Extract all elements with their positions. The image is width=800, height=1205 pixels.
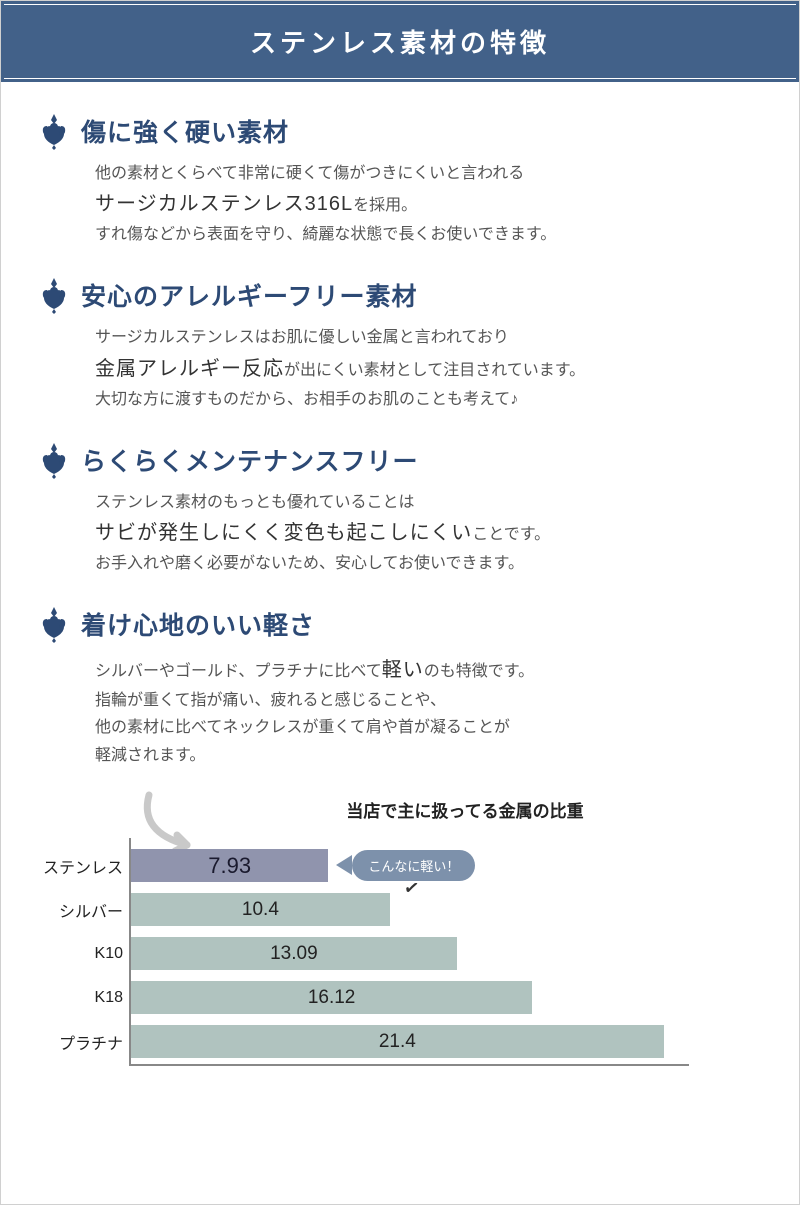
section-body: サージカルステンレスはお肌に優しい金属と言われており金属アレルギー反応が出にくい… xyxy=(39,324,761,412)
bar-rect: 21.4 xyxy=(131,1025,664,1058)
bar-rect: 13.09 xyxy=(131,937,457,970)
section-heading: 安心のアレルギーフリー素材 xyxy=(81,277,418,313)
text-line: すれ傷などから表面を守り、綺麗な状態で長くお使いできます。 xyxy=(95,221,761,248)
callout-arrow-icon xyxy=(336,855,352,875)
emphasis-text: 軽い xyxy=(382,659,424,681)
text-line: 金属アレルギー反応が出にくい素材として注目されています。 xyxy=(95,352,761,386)
text-span: が出にくい素材として注目されています。 xyxy=(284,362,585,379)
emphasis-text: サビが発生しにくく変色も起こしにくい xyxy=(95,522,472,544)
text-span: ことです。 xyxy=(472,526,550,543)
section-body: 他の素材とくらべて非常に硬くて傷がつきにくいと言われるサージカルステンレス316… xyxy=(39,160,761,248)
text-line: サージカルステンレスはお肌に優しい金属と言われており xyxy=(95,324,761,351)
text-span: シルバーやゴールド、プラチナに比べて xyxy=(95,663,382,680)
text-line: 軽減されます。 xyxy=(95,742,761,769)
text-line: サージカルステンレス316Lを採用。 xyxy=(95,187,761,221)
text-span: お手入れや磨く必要がないため、安心してお使いできます。 xyxy=(95,555,524,572)
feature-section: 傷に強く硬い素材他の素材とくらべて非常に硬くて傷がつきにくいと言われるサージカル… xyxy=(39,112,761,248)
text-line: 大切な方に渡すものだから、お相手のお肌のことも考えて♪ xyxy=(95,386,761,413)
bar-row: プラチナ21.4 xyxy=(131,1020,689,1064)
section-heading: 着け心地のいい軽さ xyxy=(81,606,315,642)
text-span: 他の素材に比べてネックレスが重くて肩や首が凝ることが xyxy=(95,719,510,736)
text-span: すれ傷などから表面を守り、綺麗な状態で長くお使いできます。 xyxy=(95,226,556,243)
section-heading: らくらくメンテナンスフリー xyxy=(81,442,419,478)
chart-title: 当店で主に扱ってる金属の比重 xyxy=(129,797,761,822)
feature-section: 着け心地のいい軽さシルバーやゴールド、プラチナに比べて軽いのも特徴です。指輪が重… xyxy=(39,605,761,769)
section-heading: 傷に強く硬い素材 xyxy=(81,113,289,149)
text-line: 他の素材に比べてネックレスが重くて肩や首が凝ることが xyxy=(95,714,761,741)
section-body: シルバーやゴールド、プラチナに比べて軽いのも特徴です。指輪が重くて指が痛い、疲れ… xyxy=(39,653,761,769)
section-heading-row: 安心のアレルギーフリー素材 xyxy=(39,276,761,314)
section-body: ステンレス素材のもっとも優れていることはサビが発生しにくく変色も起こしにくいこと… xyxy=(39,489,761,577)
content-area: 傷に強く硬い素材他の素材とくらべて非常に硬くて傷がつきにくいと言われるサージカル… xyxy=(1,82,799,1076)
bar-row: K1013.09 xyxy=(131,932,689,976)
ornament-icon xyxy=(39,441,69,479)
text-span: 大切な方に渡すものだから、お相手のお肌のことも考えて♪ xyxy=(95,391,518,408)
emphasis-text: サージカルステンレス316L xyxy=(95,193,353,215)
bar-label: ステンレス xyxy=(23,854,123,878)
text-span: 軽減されます。 xyxy=(95,747,205,764)
ornament-icon xyxy=(39,605,69,643)
bar-row: ステンレス7.93 こんなに軽い！ xyxy=(131,844,689,888)
bar-rect: 7.93 xyxy=(131,849,328,882)
feature-section: らくらくメンテナンスフリーステンレス素材のもっとも優れていることはサビが発生しに… xyxy=(39,441,761,577)
bar-label: シルバー xyxy=(23,898,123,922)
bar-label: K18 xyxy=(23,989,123,1007)
text-line: シルバーやゴールド、プラチナに比べて軽いのも特徴です。 xyxy=(95,653,761,687)
section-heading-row: 着け心地のいい軽さ xyxy=(39,605,761,643)
text-line: 指輪が重くて指が痛い、疲れると感じることや、 xyxy=(95,687,761,714)
bar-rect: 10.4 xyxy=(131,893,390,926)
text-span: を採用。 xyxy=(353,197,417,214)
text-span: のも特徴です。 xyxy=(424,663,534,680)
bar-rect: 16.12 xyxy=(131,981,532,1014)
chart-area: ステンレス7.93 こんなに軽い！シルバー10.4K1013.09K1816.1… xyxy=(129,838,689,1066)
text-line: サビが発生しにくく変色も起こしにくいことです。 xyxy=(95,516,761,550)
bar-row: シルバー10.4 xyxy=(131,888,689,932)
text-line: 他の素材とくらべて非常に硬くて傷がつきにくいと言われる xyxy=(95,160,761,187)
text-line: お手入れや磨く必要がないため、安心してお使いできます。 xyxy=(95,550,761,577)
section-heading-row: 傷に強く硬い素材 xyxy=(39,112,761,150)
chart-block: 当店で主に扱ってる金属の比重 ✓ ステンレス7.93 こんなに軽い！シルバー10… xyxy=(39,797,761,1066)
feature-section: 安心のアレルギーフリー素材サージカルステンレスはお肌に優しい金属と言われており金… xyxy=(39,276,761,412)
text-span: ステンレス素材のもっとも優れていることは xyxy=(95,494,415,511)
text-span: 指輪が重くて指が痛い、疲れると感じることや、 xyxy=(95,692,446,709)
callout-text: こんなに軽い！ xyxy=(352,850,475,881)
text-span: 他の素材とくらべて非常に硬くて傷がつきにくいと言われる xyxy=(95,165,524,182)
text-span: サージカルステンレスはお肌に優しい金属と言われており xyxy=(95,329,509,346)
callout-bubble: こんなに軽い！ xyxy=(336,850,475,881)
page-title: ステンレス素材の特徴 xyxy=(250,28,550,58)
emphasis-text: 金属アレルギー反応 xyxy=(95,358,284,380)
bar-row: K1816.12 xyxy=(131,976,689,1020)
section-heading-row: らくらくメンテナンスフリー xyxy=(39,441,761,479)
bar-label: K10 xyxy=(23,945,123,963)
text-line: ステンレス素材のもっとも優れていることは xyxy=(95,489,761,516)
page-header: ステンレス素材の特徴 xyxy=(4,4,796,79)
bar-label: プラチナ xyxy=(23,1030,123,1054)
ornament-icon xyxy=(39,112,69,150)
ornament-icon xyxy=(39,276,69,314)
